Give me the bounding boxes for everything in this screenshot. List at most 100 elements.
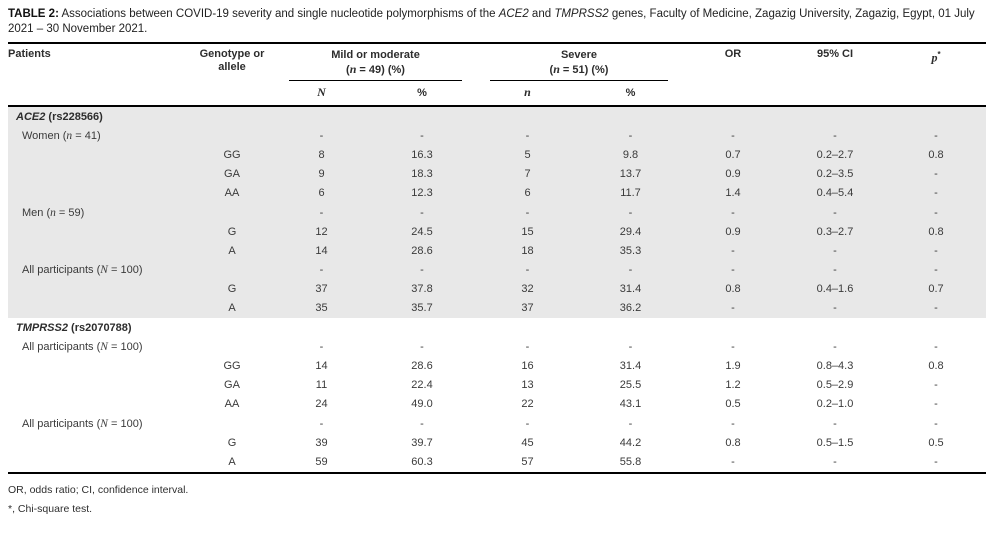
value-cell: 29.4 xyxy=(619,225,642,238)
patient-label: Men (n = 59) xyxy=(22,206,85,219)
value-cell: - xyxy=(934,417,938,430)
value-cell xyxy=(476,106,579,126)
value-cell: - xyxy=(420,417,424,430)
value-cell: 45 xyxy=(521,436,534,449)
value-cell: 0.5–2.9 xyxy=(816,379,854,392)
table-row: A 59 60.3 57 55.8 - - - xyxy=(8,452,986,472)
value-cell: - xyxy=(420,129,424,142)
mild-group-label: Mild or moderate (n = 49) (%) xyxy=(289,48,462,81)
severe-line1: Severe xyxy=(560,49,598,61)
col-header-patients: Patients xyxy=(8,48,51,60)
value-cell xyxy=(368,106,476,126)
value-cell: - xyxy=(525,206,530,219)
patient-label xyxy=(8,222,189,241)
table-row: All participants (N = 100) - - - - - - - xyxy=(8,414,986,433)
sample-size-variable: n xyxy=(66,129,73,142)
value-cell: 6 xyxy=(318,187,325,200)
patient-label xyxy=(8,241,189,260)
value-cell: 7 xyxy=(524,168,531,181)
value-cell: 12.3 xyxy=(411,187,433,200)
value-cell: 14 xyxy=(315,244,328,257)
value-cell: 0.3–2.7 xyxy=(816,225,854,238)
value-cell: 43.1 xyxy=(619,398,642,411)
n-variable: n xyxy=(524,85,531,99)
value-cell xyxy=(476,318,579,337)
patient-label xyxy=(8,395,189,414)
gene-name: TMPRSS2 xyxy=(16,321,68,334)
value-cell: 31.4 xyxy=(619,360,642,373)
value-cell: - xyxy=(319,206,324,219)
subcol-header-pct-mild: % xyxy=(417,86,427,99)
subcol-header-N-mild: N xyxy=(275,83,368,106)
value-cell: 0.4–1.6 xyxy=(816,283,854,296)
value-cell: - xyxy=(525,129,530,142)
value-cell: 8 xyxy=(318,148,325,161)
N-variable: N xyxy=(317,85,326,99)
p-variable: p xyxy=(931,50,938,65)
patient-label xyxy=(8,376,189,395)
value-cell: 12 xyxy=(315,225,328,238)
footnote-abbreviations: OR, odds ratio; CI, confidence interval. xyxy=(8,483,189,496)
value-cell xyxy=(579,318,682,337)
value-cell: 0.2–3.5 xyxy=(816,168,854,181)
table-footnotes: OR, odds ratio; CI, confidence interval.… xyxy=(8,482,986,518)
value-cell: 28.6 xyxy=(411,244,433,257)
value-cell: - xyxy=(934,302,938,315)
patient-label xyxy=(8,145,189,164)
table-row: AA 24 49.0 22 43.1 0.5 0.2–1.0 - xyxy=(8,395,986,414)
mild-line2-pre: ( xyxy=(346,64,350,76)
value-cell: 35.7 xyxy=(411,302,433,315)
value-cell: - xyxy=(833,206,837,219)
genotype-cell xyxy=(189,106,275,126)
value-cell: - xyxy=(525,340,530,353)
sample-size-variable: N xyxy=(100,417,108,430)
value-cell: - xyxy=(934,187,938,200)
table-row: All participants (N = 100) - - - - - - - xyxy=(8,337,986,356)
value-cell: 6 xyxy=(524,187,531,200)
patient-label xyxy=(8,280,189,299)
value-cell: 9 xyxy=(318,168,325,181)
value-cell: 22 xyxy=(521,398,534,411)
genotype-cell: AA xyxy=(224,187,240,200)
value-cell xyxy=(368,318,476,337)
value-cell xyxy=(275,106,368,126)
col-header-p: p* xyxy=(886,43,986,106)
genotype-cell: G xyxy=(227,225,237,238)
value-cell: - xyxy=(934,455,938,468)
value-cell: - xyxy=(731,302,735,315)
value-cell: 0.8–4.3 xyxy=(816,360,854,373)
col-header-ci: 95% CI xyxy=(816,48,854,60)
patient-label xyxy=(8,433,189,452)
genotype-cell: A xyxy=(228,244,236,257)
genotype-cell xyxy=(189,414,275,433)
value-cell: 60.3 xyxy=(411,455,433,468)
table-row: Women (n = 41) - - - - - - - xyxy=(8,126,986,146)
value-cell: 55.8 xyxy=(619,455,642,468)
value-cell: 37.8 xyxy=(411,283,433,296)
value-cell: - xyxy=(319,129,324,142)
value-cell: 24 xyxy=(315,398,328,411)
value-cell: - xyxy=(525,417,530,430)
patient-label xyxy=(8,184,189,203)
table-row: GG 14 28.6 16 31.4 1.9 0.8–4.3 0.8 xyxy=(8,356,986,375)
value-cell xyxy=(579,106,682,126)
value-cell: 11.7 xyxy=(620,187,641,200)
value-cell: 35 xyxy=(315,302,328,315)
value-cell xyxy=(275,318,368,337)
value-cell: 24.5 xyxy=(411,225,433,238)
section-header-row: TMPRSS2 (rs2070788) xyxy=(8,318,986,337)
severe-group-label: Severe (n = 51) (%) xyxy=(490,48,668,81)
patient-label xyxy=(8,452,189,472)
table-row: AA 6 12.3 6 11.7 1.4 0.4–5.4 - xyxy=(8,183,986,203)
value-cell: 5 xyxy=(524,148,531,161)
value-cell: - xyxy=(731,206,735,219)
value-cell: 18.3 xyxy=(411,168,433,181)
value-cell: 0.8 xyxy=(928,225,944,238)
value-cell: 1.2 xyxy=(725,379,741,392)
mild-n-variable: n xyxy=(349,62,357,76)
value-cell: 0.8 xyxy=(725,436,741,449)
table-row: Men (n = 59) - - - - - - - xyxy=(8,202,986,223)
header-row-main: Patients Genotype or allele Mild or mode… xyxy=(8,43,986,83)
table-row: A 35 35.7 37 36.2 - - - xyxy=(8,298,986,319)
value-cell xyxy=(784,318,886,337)
